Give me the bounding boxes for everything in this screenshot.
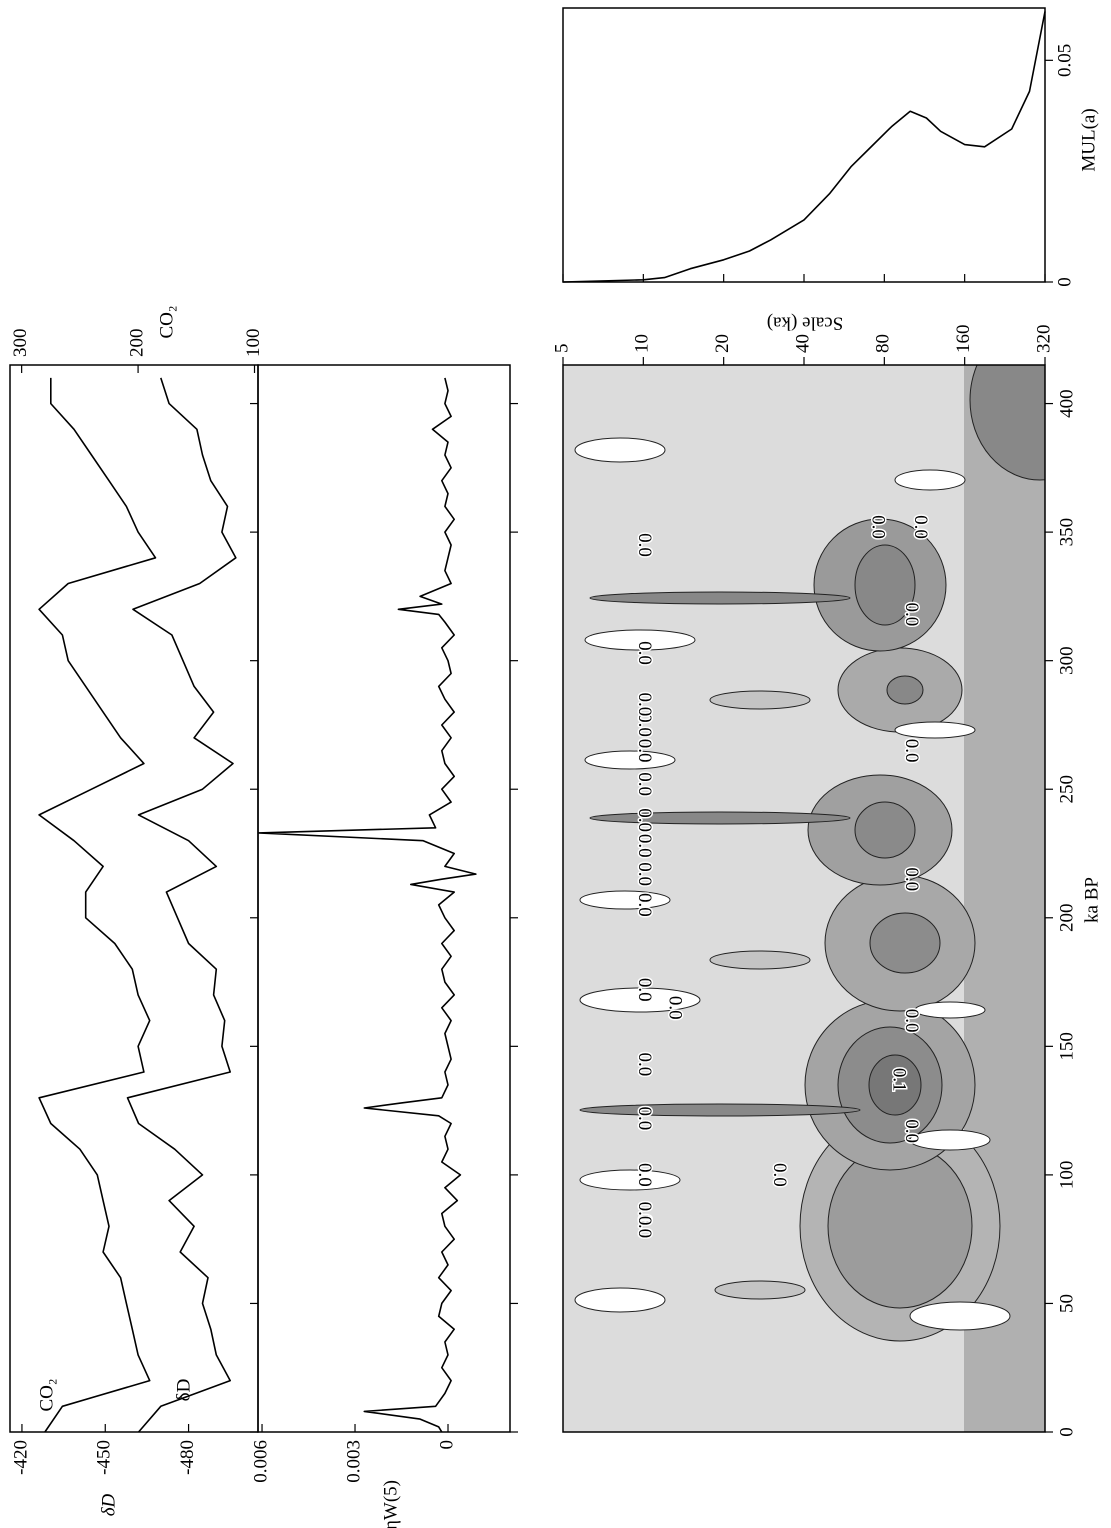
y-tick-label: 0.05: [1054, 44, 1075, 77]
contour-label: 0.0: [634, 978, 655, 1002]
x-tick-label: 100: [1056, 1161, 1077, 1190]
contour-label: 0.0: [634, 1202, 655, 1226]
contour-label: 0.0: [634, 862, 655, 886]
y-tick-label: 20: [712, 334, 733, 353]
contour-label: 0.0: [634, 1052, 655, 1076]
y-axis-label: ηW(5): [380, 1480, 401, 1528]
x-tick-label: 300: [1056, 646, 1077, 675]
contour-label: 0.0: [634, 713, 655, 737]
data-line: [562, 11, 1046, 283]
x-tick-label: 250: [1056, 775, 1077, 804]
y2-tick-label: 300: [10, 329, 31, 358]
x-axis-label: ka BP: [1081, 877, 1102, 923]
contour-label: 0.0: [634, 1163, 655, 1187]
x-tick-label: 400: [1056, 389, 1077, 418]
y-tick-label: 40: [792, 334, 813, 353]
contour-label: 0.1: [889, 1068, 910, 1092]
y-tick-label: 0.003: [343, 1440, 364, 1483]
contour-label: 0.0: [901, 1119, 922, 1143]
panel-frame: [9, 364, 259, 1433]
x-tick-label: 150: [1056, 1032, 1077, 1061]
y-tick-label: -420: [10, 1440, 31, 1475]
contour-label: 0.0: [769, 1163, 790, 1187]
contour-label: 0.0: [634, 808, 655, 832]
data-line: [38, 377, 157, 1433]
contour-label: 0.0: [867, 515, 888, 539]
contour-label: 0.0: [634, 1106, 655, 1130]
y-axis-label: MUL(a): [1078, 108, 1099, 171]
x-tick-label: 200: [1056, 904, 1077, 933]
contour-label: 0.0: [634, 533, 655, 557]
x-tick-label: 50: [1056, 1294, 1077, 1313]
contour-label: 0.0: [634, 834, 655, 858]
data-line: [258, 377, 477, 1433]
contour-label: 0.0: [634, 1214, 655, 1238]
y-axis-label: δD: [98, 1493, 119, 1516]
y-tick-label: 0: [436, 1440, 457, 1450]
y-axis-label: Scale (ka): [767, 313, 843, 334]
y-tick-label: 0.006: [250, 1440, 271, 1483]
series-label: δD: [173, 1379, 194, 1402]
y2-tick-label: 200: [126, 329, 147, 358]
contour-label: 0.0: [910, 515, 931, 539]
y-tick-label: 80: [873, 334, 894, 353]
x-tick-label: 350: [1056, 518, 1077, 547]
contour-field: [563, 365, 1045, 1432]
y-tick-label: 10: [632, 334, 653, 353]
contour-label: 0.0: [634, 739, 655, 763]
contour-label: 0.0: [901, 1009, 922, 1033]
panel-frame: [257, 364, 511, 1433]
y-tick-label: 5: [551, 344, 572, 354]
contour-label: 0.0: [901, 603, 922, 627]
contour-label: 0.0: [901, 739, 922, 763]
contour-label: 0.0: [634, 772, 655, 796]
y2-axis-label: CO₂: [156, 305, 177, 338]
y-tick-label: -480: [177, 1440, 198, 1475]
contour-label: 0.0: [634, 693, 655, 717]
contour-label: 0.0: [634, 893, 655, 917]
y-tick-label: 320: [1033, 325, 1054, 354]
y2-tick-label: 100: [243, 329, 264, 358]
data-line: [126, 377, 237, 1433]
y-tick-label: -450: [94, 1440, 115, 1475]
contour-label: 0.0: [664, 996, 685, 1020]
contour-label: 0.0: [634, 641, 655, 665]
y-tick-label: 160: [953, 325, 974, 354]
series-label: CO₂: [36, 1378, 57, 1411]
y-tick-label: 0: [1054, 277, 1075, 287]
x-tick-label: 0: [1056, 1427, 1077, 1437]
contour-label: 0.0: [901, 867, 922, 891]
